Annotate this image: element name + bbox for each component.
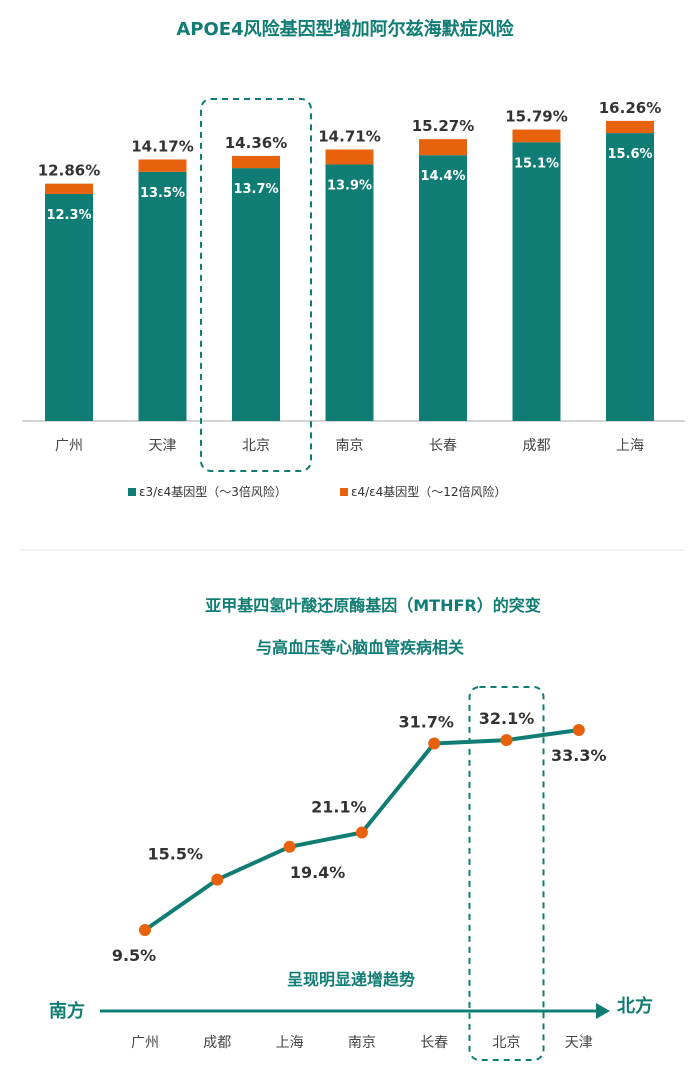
bar-e3e4 bbox=[138, 171, 187, 421]
axis-start-label: 南方 bbox=[49, 1000, 85, 1022]
legend-swatch-e3e4 bbox=[128, 488, 136, 496]
line-value-label: 31.7% bbox=[398, 712, 454, 731]
line-chart-title-line-2: 与高血压等心脑血管疾病相关 bbox=[256, 638, 464, 657]
line-value-label: 19.4% bbox=[290, 863, 346, 882]
bar-value-label: 13.7% bbox=[233, 182, 278, 197]
line-category-tick: 北京 bbox=[493, 1035, 521, 1051]
bar-category-tick: 成都 bbox=[523, 438, 551, 454]
line-category-tick: 天津 bbox=[565, 1035, 593, 1051]
bar-e4e4 bbox=[606, 120, 654, 134]
bar-value-label: 12.3% bbox=[46, 208, 91, 223]
line-point bbox=[428, 737, 441, 750]
bar-chart-title: APOE4风险基因型增加阿尔兹海默症风险 bbox=[176, 18, 514, 40]
line-category-tick: 上海 bbox=[276, 1035, 304, 1051]
bar-e3e4 bbox=[232, 168, 280, 421]
highlight-frame bbox=[468, 686, 545, 1061]
bar-e3e4 bbox=[512, 142, 561, 421]
legend-label-e3e4: ε3/ε4基因型（～3倍风险） bbox=[139, 484, 287, 499]
bar-category-tick: 南京 bbox=[336, 438, 364, 454]
bar-e4e4 bbox=[325, 149, 374, 165]
line-value-label: 9.5% bbox=[112, 946, 156, 965]
bar-total-label: 14.17% bbox=[131, 137, 193, 155]
bar-e4e4 bbox=[45, 183, 93, 194]
bar-e3e4 bbox=[325, 164, 374, 421]
bar-category-tick: 北京 bbox=[242, 438, 270, 454]
bar-e3e4 bbox=[606, 133, 654, 421]
bar-value-label: 15.1% bbox=[514, 156, 559, 171]
bar-category-tick: 广州 bbox=[55, 438, 83, 454]
line-chart-title-line-1: 亚甲基四氢叶酸还原酶基因（MTHFR）的突变 bbox=[205, 596, 540, 615]
line-point bbox=[211, 873, 224, 886]
bar-value-label: 14.4% bbox=[420, 169, 465, 184]
line-value-label: 15.5% bbox=[148, 845, 204, 864]
bar-total-label: 14.71% bbox=[318, 127, 380, 145]
legend-label-e4e4: ε4/ε4基因型（～12倍风险） bbox=[351, 484, 507, 499]
line-point bbox=[139, 924, 151, 936]
bar-legend: ε3/ε4基因型（～3倍风险） ε4/ε4基因型（～12倍风险） bbox=[128, 484, 507, 499]
bar-total-label: 15.27% bbox=[412, 117, 474, 135]
bar-category-tick: 天津 bbox=[149, 438, 177, 454]
line-value-label: 32.1% bbox=[479, 709, 535, 728]
bar-value-label: 13.9% bbox=[327, 178, 372, 193]
highlight-frame bbox=[200, 97, 312, 473]
direction-arrow-head-icon bbox=[596, 1003, 610, 1019]
trend-annotation: 呈现明显递增趋势 bbox=[287, 970, 415, 989]
bar-e3e4 bbox=[419, 155, 467, 421]
line-point bbox=[572, 724, 585, 736]
bar-total-label: 14.36% bbox=[225, 134, 287, 152]
line-point bbox=[500, 734, 513, 747]
bar-total-label: 12.86% bbox=[38, 162, 100, 180]
bar-e4e4 bbox=[512, 129, 561, 143]
legend-swatch-e4e4 bbox=[340, 488, 348, 496]
bar-total-label: 16.26% bbox=[599, 99, 661, 117]
line-point bbox=[283, 840, 296, 853]
bar-e4e4 bbox=[419, 139, 467, 156]
bar-category-tick: 上海 bbox=[616, 438, 644, 454]
bar-value-label: 13.5% bbox=[140, 186, 185, 201]
bar-value-label: 15.6% bbox=[607, 147, 652, 162]
line-value-label: 33.3% bbox=[551, 746, 607, 765]
line-category-tick: 成都 bbox=[203, 1035, 231, 1051]
bar-e4e4 bbox=[232, 155, 280, 169]
line-category-tick: 长春 bbox=[420, 1035, 448, 1051]
line-value-label: 21.1% bbox=[311, 798, 367, 817]
bar-e4e4 bbox=[138, 159, 187, 172]
line-point bbox=[355, 826, 368, 839]
line-category-tick: 南京 bbox=[348, 1035, 376, 1051]
bar-chart: 12.3% 12.86% 广州 13.5% 14.17% 天津 13.7% 14.36% 北京 1… bbox=[22, 97, 685, 473]
bar-e3e4 bbox=[45, 193, 93, 421]
bar-total-label: 15.79% bbox=[505, 108, 567, 126]
axis-end-label: 北方 bbox=[617, 995, 653, 1017]
line-chart: 9.5% 广州 15.5% 成都 19.4% 上海 21.1% 南京 31.7% 长春 32.1% 北… bbox=[112, 686, 607, 1061]
bar-category-tick: 长春 bbox=[429, 438, 457, 454]
line-category-tick: 广州 bbox=[131, 1035, 159, 1051]
